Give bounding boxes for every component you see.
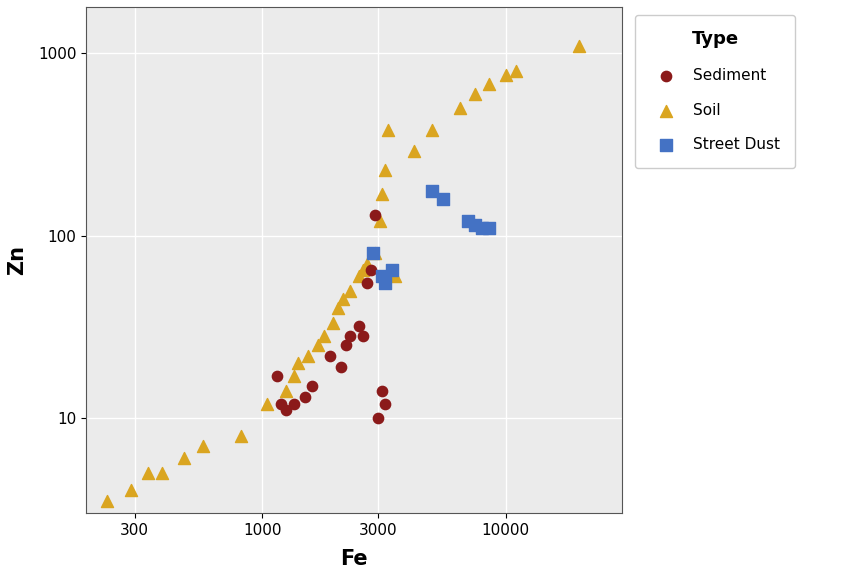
Soil	[373, 217, 387, 226]
Sediment	[360, 278, 374, 287]
Soil	[378, 165, 392, 175]
Sediment	[305, 381, 319, 391]
Soil	[368, 249, 382, 258]
Soil	[156, 468, 169, 478]
Street Dust	[435, 194, 449, 203]
Soil	[234, 431, 248, 440]
Soil	[468, 89, 482, 98]
Soil	[260, 399, 274, 408]
Sediment	[323, 351, 337, 360]
Soil	[317, 332, 331, 341]
Sediment	[287, 399, 301, 408]
Soil	[279, 386, 293, 396]
Sediment	[270, 372, 283, 381]
Soil	[388, 271, 402, 281]
Sediment	[279, 406, 293, 415]
Sediment	[364, 265, 378, 274]
Street Dust	[375, 271, 389, 281]
Soil	[509, 66, 523, 75]
Soil	[353, 271, 366, 281]
Street Dust	[378, 278, 392, 287]
Soil	[336, 294, 350, 304]
Y-axis label: Zn: Zn	[7, 245, 27, 275]
Soil	[382, 126, 396, 135]
Soil	[481, 79, 495, 89]
Sediment	[372, 414, 385, 423]
Soil	[195, 442, 209, 451]
Soil	[499, 71, 512, 80]
X-axis label: Fe: Fe	[340, 549, 368, 569]
Sediment	[343, 332, 357, 341]
Street Dust	[366, 249, 380, 258]
Soil	[311, 341, 325, 350]
Street Dust	[461, 217, 475, 226]
Sediment	[298, 393, 312, 402]
Sediment	[378, 399, 392, 408]
Soil	[141, 468, 155, 478]
Sediment	[353, 321, 366, 331]
Soil	[407, 147, 421, 156]
Soil	[360, 259, 374, 268]
Soil	[356, 265, 370, 274]
Soil	[124, 486, 138, 495]
Sediment	[375, 386, 389, 396]
Legend: Sediment, Soil, Street Dust: Sediment, Soil, Street Dust	[635, 14, 796, 168]
Soil	[99, 497, 113, 506]
Sediment	[368, 210, 382, 219]
Soil	[375, 189, 389, 198]
Soil	[302, 351, 315, 360]
Sediment	[356, 332, 370, 341]
Soil	[326, 319, 340, 328]
Street Dust	[475, 223, 489, 233]
Soil	[331, 304, 345, 313]
Soil	[454, 104, 467, 113]
Sediment	[334, 362, 347, 372]
Street Dust	[468, 220, 482, 229]
Soil	[425, 126, 439, 135]
Soil	[287, 372, 301, 381]
Street Dust	[425, 187, 439, 196]
Soil	[343, 286, 357, 295]
Street Dust	[481, 223, 495, 233]
Sediment	[339, 341, 353, 350]
Sediment	[275, 399, 289, 408]
Soil	[177, 454, 191, 463]
Soil	[572, 41, 586, 51]
Soil	[291, 358, 305, 367]
Street Dust	[384, 265, 398, 274]
